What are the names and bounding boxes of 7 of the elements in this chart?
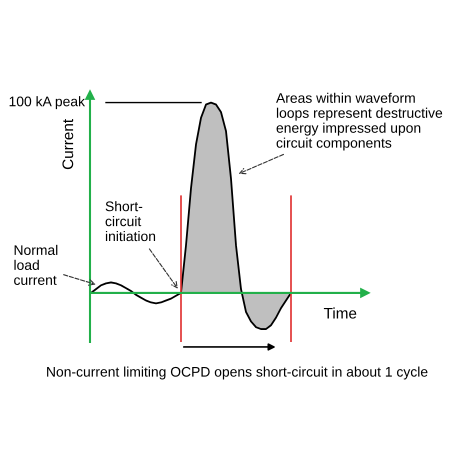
text: Normal load current — [14, 244, 58, 285]
y-axis-title: Current — [62, 119, 74, 170]
x-axis-title: Time — [324, 307, 356, 319]
text: Non-current limiting OCPD opens short-circuit in about 1 cycle — [47, 366, 428, 380]
annotation: Short- circuit initiation — [106, 201, 156, 242]
text: 100 kA peak — [10, 96, 86, 110]
annotation: Areas within waveform loops represent destructive energy impressed upon circuit components — [276, 92, 442, 151]
